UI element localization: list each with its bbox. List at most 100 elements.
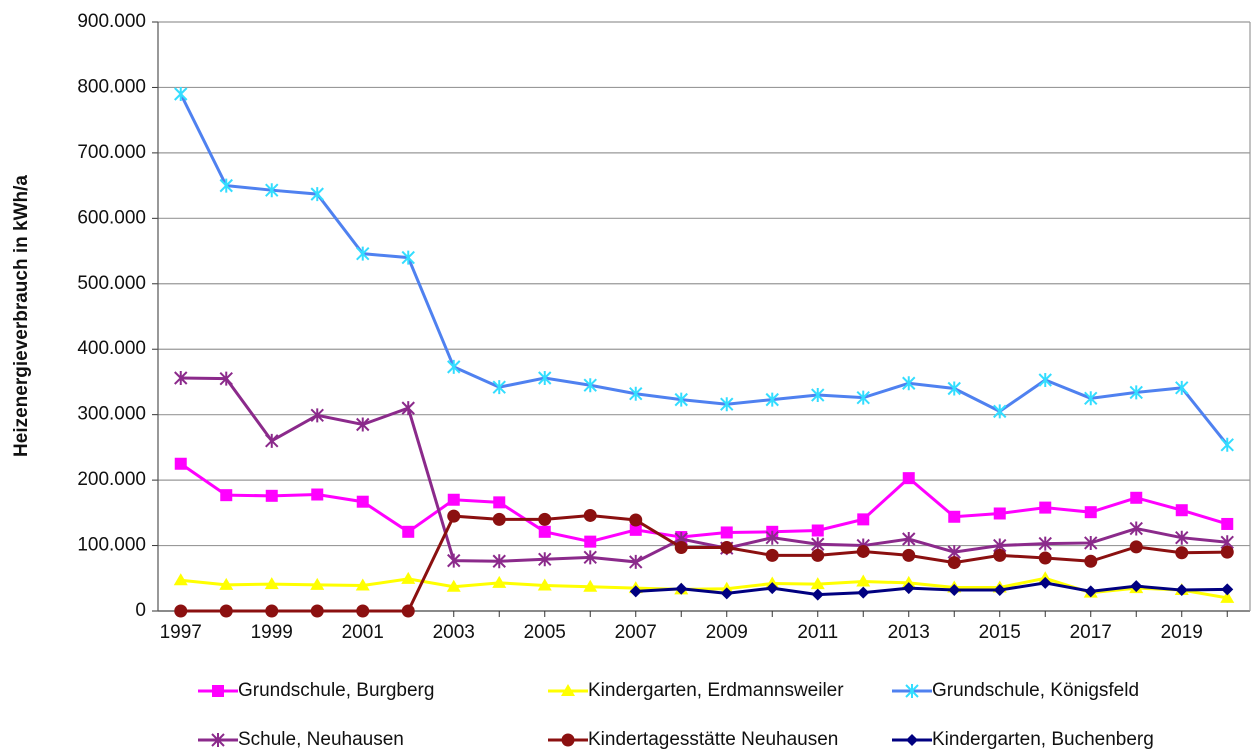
marker — [537, 578, 552, 591]
marker — [220, 489, 233, 502]
marker — [1038, 536, 1052, 551]
marker — [857, 513, 870, 526]
marker — [947, 556, 961, 570]
legend-label: Schule, Neuhausen — [238, 729, 404, 750]
legend-label: Kindergarten, Buchenberg — [932, 729, 1154, 750]
marker — [356, 495, 369, 508]
y-tick-label: 400.000 — [77, 338, 146, 359]
marker — [174, 371, 188, 386]
legend-label: Kindertagesstätte Neuhausen — [588, 729, 838, 750]
marker — [561, 684, 575, 696]
series-line — [179, 93, 1229, 446]
marker — [902, 582, 915, 595]
x-tick-label: 2005 — [524, 622, 566, 643]
marker — [720, 526, 733, 539]
marker — [1220, 545, 1234, 559]
marker — [174, 86, 188, 101]
marker — [447, 359, 461, 374]
marker — [492, 575, 507, 588]
marker — [765, 530, 779, 545]
x-tick-label: 2011 — [797, 622, 838, 643]
marker — [674, 541, 688, 555]
x-tick-label: 1997 — [160, 622, 202, 643]
marker — [219, 604, 233, 618]
marker — [538, 371, 552, 386]
marker — [811, 588, 824, 601]
marker — [583, 550, 597, 565]
marker — [446, 579, 461, 592]
marker — [948, 584, 961, 597]
marker — [857, 586, 870, 599]
y-axis-label: Heizenergieverbrauch in kWh/a — [11, 175, 32, 457]
y-tick-label: 500.000 — [77, 273, 146, 294]
y-tick-label: 800.000 — [77, 76, 146, 97]
y-tick-label: 700.000 — [77, 142, 146, 163]
marker — [174, 604, 188, 618]
marker — [902, 532, 916, 547]
marker — [356, 604, 370, 618]
series-line — [180, 513, 1228, 613]
marker — [356, 246, 370, 261]
marker — [211, 733, 225, 747]
marker — [311, 488, 324, 501]
marker — [174, 457, 187, 470]
marker — [1175, 584, 1188, 597]
legend-label: Grundschule, Königsfeld — [932, 680, 1139, 701]
marker — [765, 548, 779, 562]
marker — [492, 554, 506, 569]
x-tick-label: 2009 — [706, 622, 748, 643]
marker — [1129, 385, 1143, 400]
marker — [265, 433, 279, 448]
marker — [905, 684, 919, 698]
marker — [811, 388, 825, 403]
marker — [1130, 580, 1143, 593]
marker — [811, 548, 825, 562]
marker — [1084, 535, 1098, 550]
marker — [447, 509, 461, 523]
marker — [993, 404, 1007, 419]
marker — [265, 183, 279, 198]
y-tick-label: 900.000 — [77, 11, 146, 32]
marker — [993, 584, 1006, 597]
marker — [856, 544, 870, 558]
marker — [1084, 554, 1098, 568]
marker — [401, 604, 415, 618]
marker — [264, 577, 279, 590]
marker — [219, 178, 233, 193]
series-line — [180, 376, 1228, 564]
marker — [1084, 391, 1098, 406]
marker — [902, 472, 915, 485]
series-line — [635, 581, 1228, 597]
marker — [356, 417, 370, 432]
marker — [1175, 546, 1189, 560]
marker — [401, 401, 415, 416]
marker — [629, 554, 643, 569]
marker — [1038, 372, 1052, 387]
marker — [720, 541, 734, 555]
y-tick-label: 600.000 — [77, 207, 146, 228]
x-tick-label: 1999 — [251, 622, 293, 643]
marker — [629, 386, 643, 401]
marker — [310, 187, 324, 202]
marker — [538, 512, 552, 526]
marker — [310, 408, 324, 423]
marker — [219, 371, 233, 386]
marker — [492, 512, 506, 526]
marker — [310, 604, 324, 618]
marker — [538, 525, 551, 538]
marker — [310, 577, 325, 590]
marker — [720, 397, 734, 412]
x-tick-label: 2007 — [615, 622, 657, 643]
marker — [720, 587, 733, 600]
x-tick-label: 2019 — [1161, 622, 1203, 643]
marker — [1175, 380, 1189, 395]
marker — [447, 553, 461, 568]
x-tick-label: 2001 — [342, 622, 384, 643]
legend-label: Kindergarten, Erdmannsweiler — [588, 680, 844, 701]
legend-label: Grundschule, Burgberg — [238, 680, 434, 701]
marker — [1130, 491, 1143, 504]
y-tick-label: 0 — [135, 600, 146, 621]
marker — [173, 573, 188, 586]
marker — [993, 548, 1007, 562]
x-tick-label: 2015 — [979, 622, 1021, 643]
